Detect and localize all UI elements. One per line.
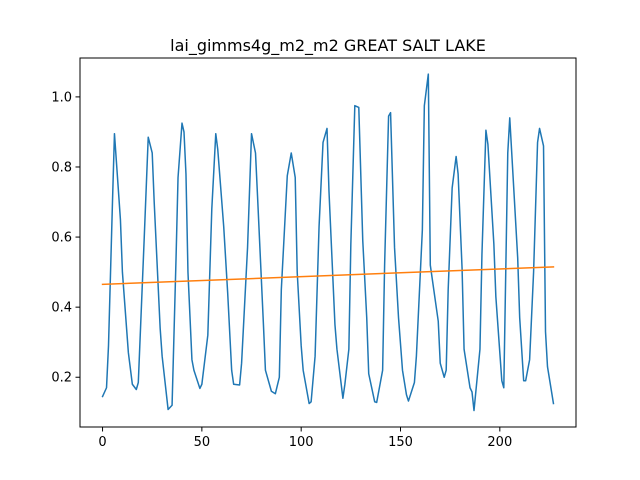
x-tick-label: 50 — [194, 435, 211, 450]
series-line-1 — [101, 73, 555, 412]
y-tick-label: 0.2 — [51, 371, 72, 386]
x-tick-label: 200 — [487, 435, 512, 450]
chart-title: lai_gimms4g_m2_m2 GREAT SALT LAKE — [170, 36, 486, 56]
y-tick-label: 0.8 — [51, 160, 72, 175]
series-line-2 — [101, 266, 555, 286]
x-tick-label: 100 — [289, 435, 314, 450]
series-layer — [101, 73, 555, 412]
y-tick-label: 0.4 — [51, 301, 72, 316]
y-tick-label: 1.0 — [51, 90, 72, 105]
x-tick-label: 0 — [98, 435, 106, 450]
y-tick-label: 0.6 — [51, 231, 72, 246]
x-tick-label: 150 — [388, 435, 413, 450]
axes-layer: 0 50 100 150 200 0.2 0.4 0.6 0.8 1.0 — [51, 57, 577, 450]
plot-frame — [79, 57, 577, 428]
